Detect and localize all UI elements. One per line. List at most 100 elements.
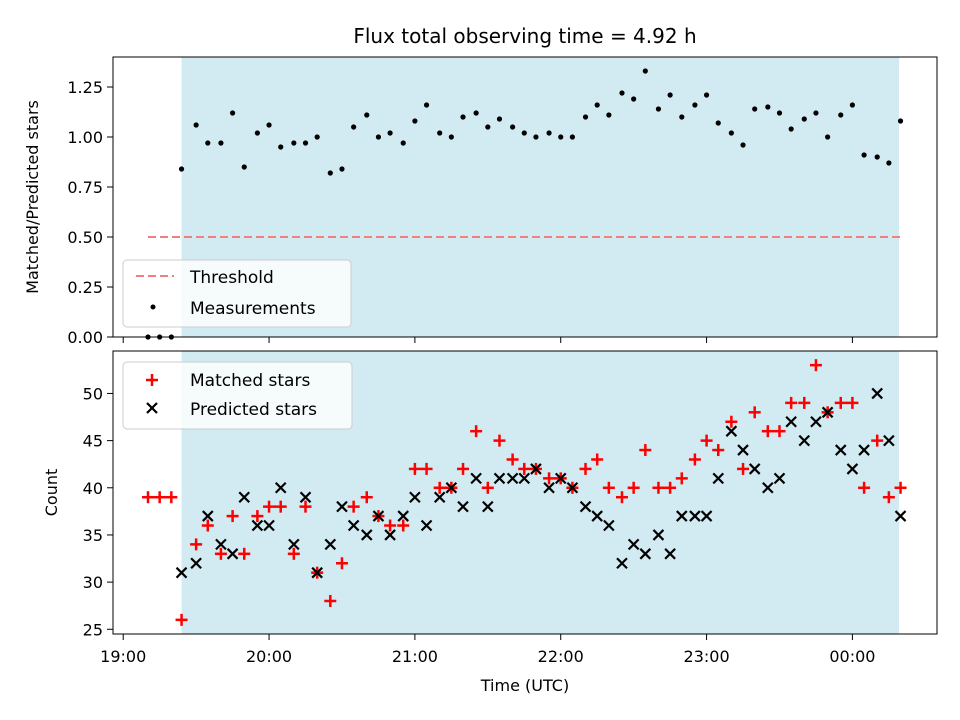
measurement-point — [314, 134, 320, 140]
bottom-legend: Matched stars Predicted stars — [122, 361, 353, 430]
predicted-marker-b — [299, 491, 312, 503]
matched-star-marker — [274, 500, 287, 513]
predicted-marker-b — [834, 444, 847, 456]
measurement-point — [715, 120, 721, 126]
predicted-marker-b — [360, 529, 373, 541]
bottom-y-axis: 25 30 35 40 45 50 — [83, 384, 113, 639]
predicted-star-marker — [175, 566, 188, 579]
predicted-star-marker — [554, 472, 567, 485]
measurement-point — [437, 130, 443, 136]
predicted-star-marker — [433, 491, 446, 503]
matched-star-marker — [858, 481, 871, 494]
predicted-star-marker — [639, 548, 652, 560]
predicted-marker-b — [798, 434, 811, 447]
predicted-marker-b — [506, 472, 519, 485]
measurement-point — [825, 134, 831, 140]
matched-star-marker — [408, 462, 421, 475]
predicted-star-marker — [372, 510, 385, 522]
x-axis-label: Time (UTC) — [480, 676, 569, 695]
predicted-star-marker — [518, 472, 531, 485]
predicted-star-marker — [652, 529, 665, 541]
predicted-star-marker — [457, 500, 469, 513]
legend-measurements-swatch — [150, 304, 156, 310]
count-panel: 25 30 35 40 45 50 19:00 20:00 21:00 22:00 23:00 00… — [42, 350, 938, 695]
predicted-marker-b — [433, 491, 446, 503]
star-count-points — [142, 359, 907, 626]
measurement-point — [838, 112, 844, 118]
measurement-point — [205, 140, 211, 146]
measurement-point — [582, 114, 589, 120]
predicted-star-marker — [676, 510, 688, 522]
top-x-axis — [122, 337, 853, 343]
legend-predicted-swatch — [146, 402, 158, 414]
predicted-marker-b — [554, 472, 567, 485]
x-tick-label: 22:00 — [538, 647, 584, 666]
predicted-star-marker — [190, 557, 202, 570]
measurement-point — [728, 130, 734, 136]
matched-star-marker — [579, 462, 592, 475]
predicted-star-marker — [288, 538, 300, 551]
predicted-marker-b — [190, 557, 202, 570]
bottom-y-axis-label: Count — [42, 469, 61, 517]
y-tick-label: 50 — [83, 384, 103, 403]
predicted-marker-b — [493, 472, 506, 485]
predicted-marker-b — [627, 538, 640, 551]
predicted-marker-b — [566, 482, 579, 494]
measurement-point — [351, 124, 357, 130]
predicted-marker-b — [336, 500, 348, 513]
predicted-marker-b — [846, 463, 859, 475]
measurement-point — [460, 114, 466, 120]
matched-star-marker — [809, 359, 822, 372]
matched-star-marker — [615, 491, 628, 504]
bottom-x-axis: 19:00 20:00 21:00 22:00 23:00 00:00 — [100, 634, 875, 666]
predicted-marker-b — [530, 463, 542, 475]
predicted-star-marker — [603, 519, 615, 532]
measurement-point — [631, 96, 637, 102]
predicted-star-marker — [566, 482, 579, 494]
predicted-star-marker — [773, 472, 786, 485]
predicted-marker-b — [652, 529, 665, 541]
predicted-marker-b — [737, 444, 749, 456]
matched-star-marker — [287, 547, 300, 560]
matched-star-marker — [251, 510, 264, 523]
top-legend: Threshold Measurements — [122, 259, 352, 328]
matched-star-marker — [214, 547, 227, 560]
y-tick-label: 0.50 — [67, 228, 103, 247]
predicted-star-marker — [846, 463, 859, 475]
predicted-star-marker — [748, 463, 761, 475]
predicted-marker-b — [263, 519, 275, 532]
matched-star-marker — [493, 434, 506, 447]
predicted-star-marker — [299, 491, 312, 503]
predicted-marker-b — [725, 425, 738, 437]
matched-star-marker — [591, 453, 604, 466]
y-tick-label: 35 — [83, 526, 103, 545]
matched-star-marker — [675, 472, 688, 485]
matched-star-marker — [506, 453, 519, 466]
measurement-point — [510, 124, 516, 130]
predicted-star-marker — [274, 482, 287, 494]
predicted-star-marker — [712, 472, 725, 485]
matched-star-marker — [335, 557, 348, 570]
predicted-marker-b — [482, 500, 494, 513]
legend-predicted-label: Predicted stars — [190, 400, 317, 420]
predicted-star-marker — [482, 500, 494, 513]
matched-star-marker — [360, 491, 373, 504]
matched-star-marker — [226, 510, 239, 523]
predicted-marker-b — [274, 482, 287, 494]
predicted-star-marker — [347, 519, 360, 532]
matched-star-marker — [712, 444, 725, 457]
matched-star-marker — [142, 491, 155, 504]
matched-star-marker — [773, 425, 786, 438]
predicted-marker-b — [591, 510, 603, 522]
predicted-marker-b — [175, 566, 188, 579]
matched-star-marker — [785, 396, 798, 409]
measurement-points — [145, 68, 904, 340]
predicted-star-marker — [834, 444, 847, 456]
predicted-star-marker — [700, 510, 713, 522]
measurement-point — [703, 92, 710, 98]
matched-star-marker — [652, 481, 665, 494]
matched-star-marker — [834, 396, 847, 409]
measurement-point — [861, 152, 867, 158]
predicted-star-marker — [506, 472, 519, 485]
matched-star-marker — [263, 500, 276, 513]
